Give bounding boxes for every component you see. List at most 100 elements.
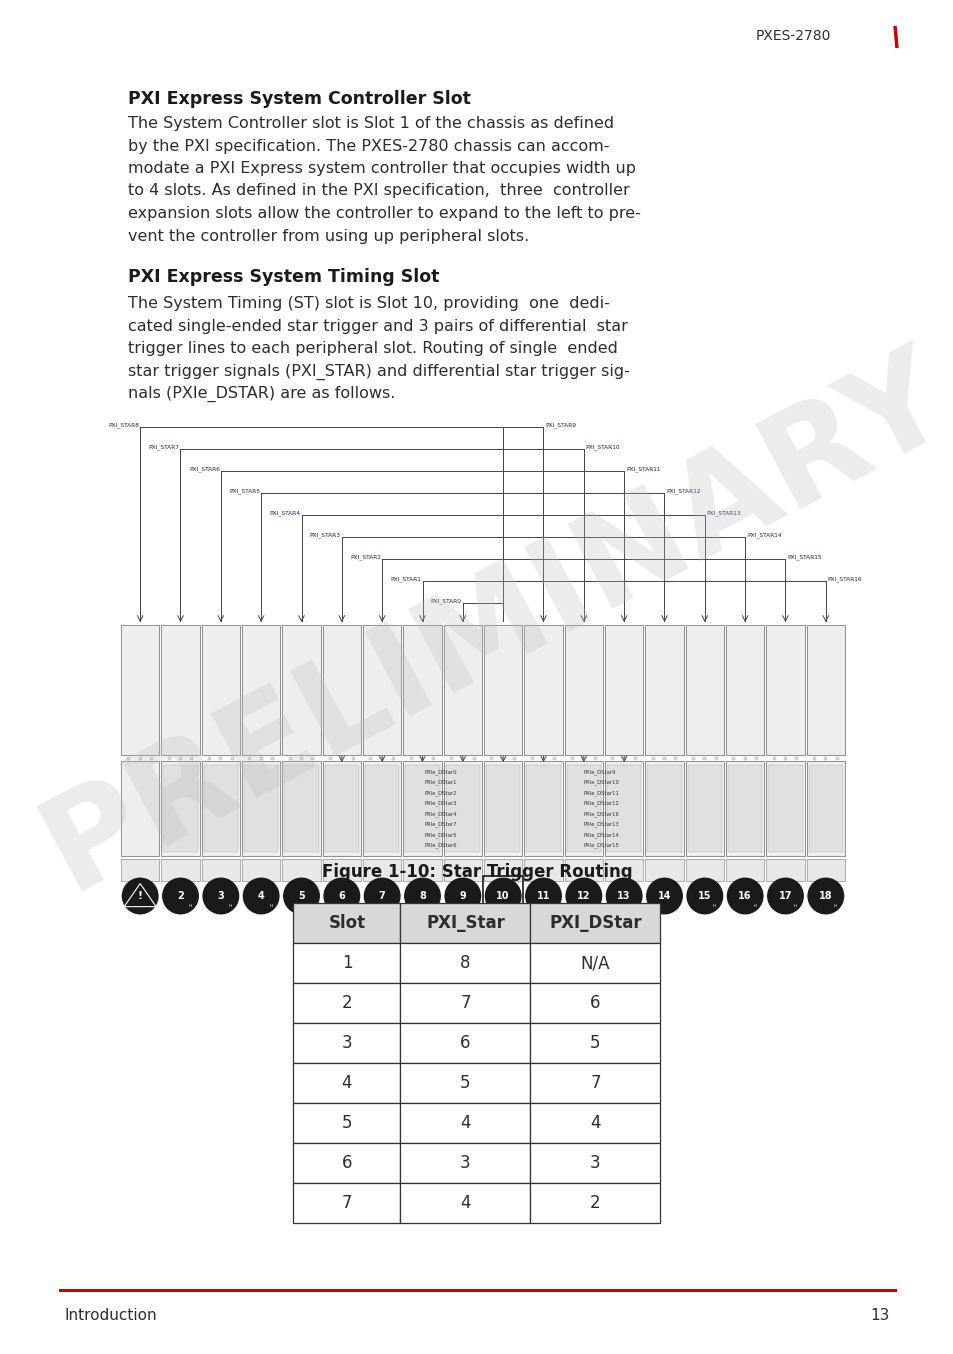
Bar xyxy=(231,772,233,774)
Bar xyxy=(271,864,274,867)
Bar xyxy=(363,761,401,856)
Bar xyxy=(443,858,481,881)
Bar xyxy=(651,803,654,806)
Bar xyxy=(622,757,625,760)
Bar xyxy=(795,803,798,806)
Bar xyxy=(611,788,614,791)
Text: 7: 7 xyxy=(378,891,385,900)
Bar xyxy=(732,833,735,835)
Bar xyxy=(400,942,530,983)
Bar xyxy=(634,757,637,760)
Bar xyxy=(541,757,544,760)
Text: 6: 6 xyxy=(459,1034,470,1052)
Bar xyxy=(651,757,654,760)
Bar xyxy=(674,803,677,806)
Bar xyxy=(259,788,262,791)
Bar xyxy=(553,803,556,806)
Text: 4: 4 xyxy=(590,1114,600,1132)
Bar xyxy=(604,626,642,756)
Bar xyxy=(570,864,574,867)
Bar xyxy=(685,761,723,856)
Bar xyxy=(400,1143,530,1183)
Bar xyxy=(329,849,332,852)
Bar xyxy=(553,818,556,821)
Bar xyxy=(581,803,585,806)
Bar xyxy=(611,803,614,806)
Text: PXI_STAR5: PXI_STAR5 xyxy=(229,489,260,494)
Text: PXI_STAR6: PXI_STAR6 xyxy=(189,466,219,473)
Bar xyxy=(403,858,441,881)
Bar xyxy=(483,876,522,915)
Bar xyxy=(219,818,222,821)
Bar xyxy=(490,864,493,867)
Bar xyxy=(432,772,435,774)
Bar xyxy=(150,772,152,774)
Text: PXI_STAR10: PXI_STAR10 xyxy=(585,444,619,450)
Bar xyxy=(755,818,758,821)
Bar xyxy=(835,757,838,760)
Bar xyxy=(352,803,355,806)
Bar xyxy=(812,818,815,821)
Bar xyxy=(420,757,423,760)
Bar xyxy=(691,757,694,760)
Bar xyxy=(311,772,314,774)
Bar xyxy=(765,858,803,881)
Bar xyxy=(450,757,453,760)
Bar xyxy=(400,983,530,1024)
Bar xyxy=(161,761,199,856)
Bar xyxy=(702,849,705,852)
Bar xyxy=(593,757,597,760)
Bar xyxy=(570,788,574,791)
Bar xyxy=(674,849,677,852)
Text: PXIe_DStar4: PXIe_DStar4 xyxy=(424,811,456,816)
Text: 13: 13 xyxy=(870,1308,889,1323)
Bar xyxy=(702,772,705,774)
Bar xyxy=(581,757,585,760)
Bar xyxy=(725,858,763,881)
Bar xyxy=(400,1183,530,1223)
Bar xyxy=(513,772,516,774)
Bar xyxy=(219,772,222,774)
Text: PXIe_DStar6: PXIe_DStar6 xyxy=(424,842,456,848)
Bar xyxy=(138,864,141,867)
Bar xyxy=(420,833,423,835)
Bar xyxy=(329,772,332,774)
Bar xyxy=(755,772,758,774)
Bar xyxy=(691,772,694,774)
Bar xyxy=(208,803,211,806)
Text: H: H xyxy=(833,903,836,907)
Bar xyxy=(501,864,504,867)
Bar xyxy=(409,772,412,774)
Bar xyxy=(340,772,343,774)
Bar xyxy=(772,788,775,791)
Text: 15: 15 xyxy=(698,891,711,900)
Bar xyxy=(203,765,237,852)
Bar xyxy=(541,833,544,835)
Text: PXIe_DStar1: PXIe_DStar1 xyxy=(424,780,456,785)
Bar xyxy=(380,757,383,760)
Bar xyxy=(772,818,775,821)
Bar xyxy=(783,803,786,806)
Bar xyxy=(662,849,665,852)
Bar xyxy=(322,626,360,756)
Bar xyxy=(714,772,717,774)
Bar xyxy=(530,983,659,1024)
Bar xyxy=(593,864,597,867)
Bar xyxy=(443,761,481,856)
Bar xyxy=(420,772,423,774)
Bar xyxy=(530,818,533,821)
Text: H: H xyxy=(189,903,192,907)
Bar xyxy=(445,765,479,852)
Text: 3: 3 xyxy=(590,1154,600,1173)
Bar xyxy=(432,849,435,852)
Bar xyxy=(288,772,292,774)
Bar xyxy=(662,818,665,821)
Bar xyxy=(530,864,533,867)
Text: PXI_STAR12: PXI_STAR12 xyxy=(666,489,700,494)
Bar xyxy=(691,864,694,867)
Text: 10: 10 xyxy=(496,891,510,900)
Bar xyxy=(219,864,222,867)
Bar xyxy=(622,803,625,806)
Bar xyxy=(835,833,838,835)
Bar xyxy=(288,833,292,835)
